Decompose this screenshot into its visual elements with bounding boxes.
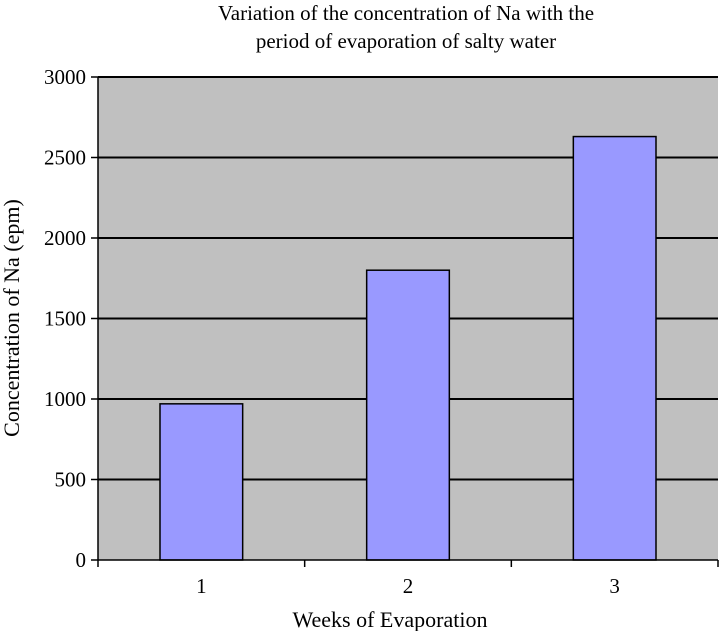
y-tick-label: 1500 <box>44 307 86 331</box>
y-axis-label: Concentration of Na (epm) <box>0 199 24 437</box>
bar <box>365 269 451 561</box>
x-tick-labels: 1 2 3 <box>97 560 719 598</box>
x-tick-label: 2 <box>403 574 414 598</box>
x-axis-label: Weeks of Evaporation <box>293 607 488 631</box>
y-tick-labels: 0 500 1000 1500 2000 2500 3000 <box>44 65 98 572</box>
x-tick-label: 1 <box>196 574 207 598</box>
chart-title-line-2: period of evaporation of salty water <box>256 29 556 53</box>
bar <box>159 403 244 561</box>
y-tick-label: 3000 <box>44 65 86 89</box>
y-tick-label: 0 <box>76 548 87 572</box>
y-tick-label: 1000 <box>44 387 86 411</box>
bars <box>159 135 657 561</box>
x-tick-label: 3 <box>609 574 620 598</box>
y-tick-label: 500 <box>55 468 87 492</box>
y-tick-label: 2000 <box>44 226 86 250</box>
y-tick-label: 2500 <box>44 146 86 170</box>
chart-title-line-1: Variation of the concentration of Na wit… <box>218 1 594 25</box>
bar <box>572 135 657 561</box>
